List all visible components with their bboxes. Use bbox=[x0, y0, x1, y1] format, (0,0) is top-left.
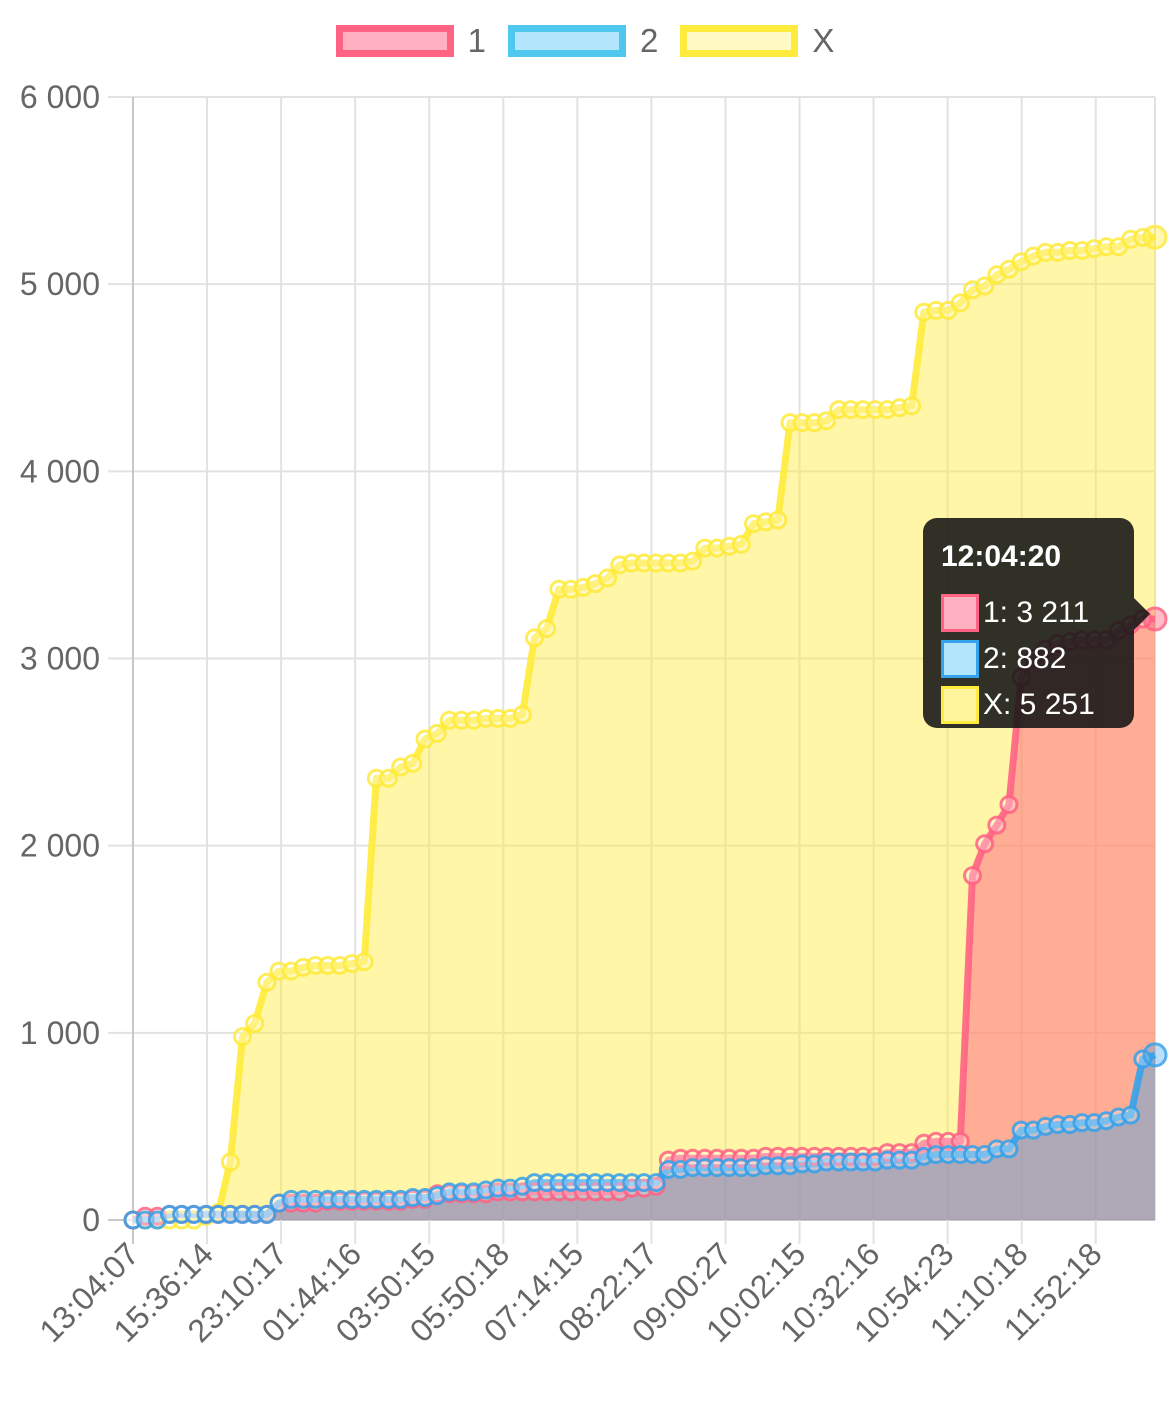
point-series-X[interactable] bbox=[902, 396, 922, 416]
tooltip-swatch-x bbox=[941, 686, 979, 724]
point-series-1[interactable] bbox=[975, 834, 995, 854]
point-series-X[interactable] bbox=[683, 551, 703, 571]
point-series-2[interactable] bbox=[646, 1173, 666, 1193]
point-series-1[interactable] bbox=[950, 1131, 970, 1151]
point-series-X[interactable] bbox=[537, 619, 557, 639]
legend-item-x[interactable]: X bbox=[680, 22, 834, 60]
tooltip-swatch-1 bbox=[941, 594, 979, 632]
tooltip-title: 12:04:20 bbox=[941, 540, 1062, 573]
legend-item-2[interactable]: 2 bbox=[507, 22, 659, 60]
y-tick-label: 5 000 bbox=[20, 266, 100, 302]
legend-item-1[interactable]: 1 bbox=[335, 22, 486, 60]
line-series-X bbox=[133, 233, 1156, 1224]
y-tick-label: 6 000 bbox=[20, 79, 100, 115]
legend-label-2: 2 bbox=[639, 22, 659, 59]
point-series-X[interactable] bbox=[427, 723, 447, 743]
point-series-2[interactable] bbox=[1121, 1105, 1141, 1125]
point-series-X[interactable] bbox=[257, 972, 277, 992]
point-series-X[interactable] bbox=[512, 705, 532, 725]
point-series-2[interactable] bbox=[999, 1139, 1019, 1159]
point-series-X[interactable] bbox=[817, 411, 836, 431]
point-series-2[interactable] bbox=[1142, 1042, 1168, 1068]
point-series-X[interactable] bbox=[233, 1027, 252, 1047]
area-series-2 bbox=[133, 1054, 1155, 1220]
y-tick-label: 3 000 bbox=[20, 641, 100, 677]
y-tick-label: 0 bbox=[82, 1202, 100, 1238]
y-tick-label: 2 000 bbox=[20, 828, 100, 864]
point-series-X[interactable] bbox=[379, 768, 398, 788]
chart-lines bbox=[131, 233, 1157, 1224]
point-series-X[interactable] bbox=[598, 568, 617, 588]
chart-points[interactable] bbox=[123, 224, 1168, 1230]
area-series-X bbox=[133, 237, 1155, 1220]
point-series-X[interactable] bbox=[1142, 224, 1168, 250]
legend-label-1: 1 bbox=[467, 22, 486, 59]
x-axis-ticks: 13:04:0715:36:1423:10:1701:44:1603:50:15… bbox=[32, 1235, 1108, 1349]
tooltip-swatch-2 bbox=[941, 640, 979, 678]
point-series-1[interactable] bbox=[963, 866, 982, 886]
legend-swatch-x bbox=[680, 25, 799, 57]
point-series-1[interactable] bbox=[987, 815, 1007, 835]
point-series-X[interactable] bbox=[950, 293, 970, 313]
point-series-X[interactable] bbox=[731, 534, 751, 554]
legend-label-x: X bbox=[812, 22, 835, 59]
y-tick-label: 4 000 bbox=[20, 453, 100, 489]
chart-areas bbox=[133, 237, 1155, 1220]
tooltip-value-1: 1: 3 211 bbox=[983, 596, 1090, 629]
point-series-2[interactable] bbox=[257, 1204, 277, 1224]
line-series-2 bbox=[133, 1051, 1157, 1224]
point-series-X[interactable] bbox=[403, 753, 423, 773]
y-tick-label: 1 000 bbox=[20, 1015, 100, 1051]
chart-legend: 1 2 X bbox=[0, 22, 1170, 60]
tooltip-row-x: X: 5 251 bbox=[941, 682, 1116, 728]
tooltip-row-2: 2: 882 bbox=[941, 636, 1116, 682]
line-series-1 bbox=[131, 615, 1155, 1224]
point-series-X[interactable] bbox=[220, 1152, 240, 1172]
chart-tooltip: 12:04:20 1: 3 211 2: 882 X: 5 251 bbox=[923, 518, 1150, 728]
point-series-X[interactable] bbox=[354, 952, 374, 972]
legend-swatch-1 bbox=[335, 25, 454, 57]
point-series-X[interactable] bbox=[768, 510, 788, 530]
point-series-1[interactable] bbox=[999, 794, 1019, 814]
legend-swatch-2 bbox=[507, 25, 626, 57]
point-series-X[interactable] bbox=[975, 276, 995, 296]
point-series-X[interactable] bbox=[525, 628, 544, 648]
tooltip-row-1: 1: 3 211 bbox=[941, 590, 1116, 636]
tooltip-value-x: X: 5 251 bbox=[983, 688, 1095, 721]
y-axis-ticks: 0 1 000 2 000 3 000 4 000 5 000 6 000 bbox=[20, 79, 100, 1238]
tooltip-value-2: 2: 882 bbox=[983, 642, 1067, 675]
point-series-X[interactable] bbox=[245, 1013, 265, 1033]
